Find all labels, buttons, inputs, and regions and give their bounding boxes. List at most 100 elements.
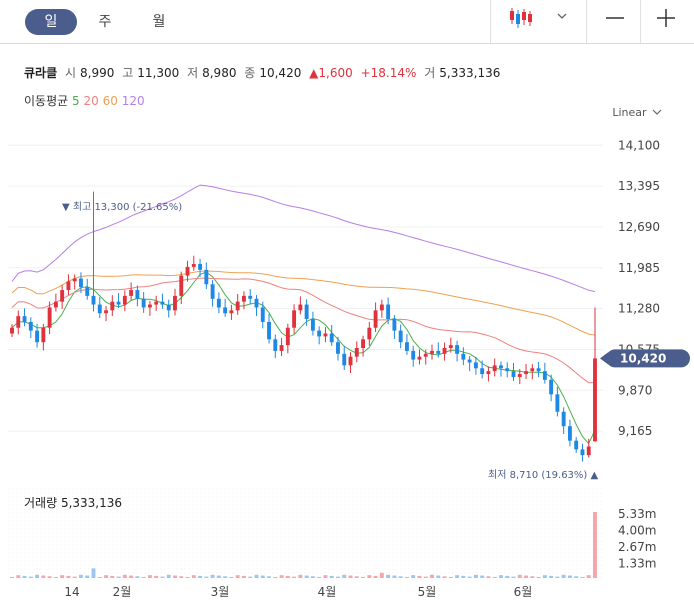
- y-tick-label: 9,870: [618, 383, 652, 397]
- candle-body: [455, 345, 460, 354]
- volume-bar: [147, 575, 152, 578]
- y-tick-label: 14,100: [618, 138, 660, 152]
- volume-bar: [210, 574, 215, 578]
- zoom-in-button[interactable]: [640, 0, 694, 43]
- candle-body: [580, 449, 585, 456]
- candle-body: [392, 319, 397, 331]
- ma20-line: [11, 277, 596, 384]
- candle-body: [310, 319, 315, 331]
- volume-tick-label: 5.33m: [618, 507, 656, 521]
- volume-bar: [423, 576, 428, 578]
- zoom-out-button[interactable]: [586, 0, 640, 43]
- candle-body: [480, 368, 485, 375]
- candle-body: [574, 440, 579, 450]
- volume-bar: [298, 574, 303, 578]
- volume-bar: [16, 575, 21, 578]
- candle-body: [242, 295, 246, 302]
- candle-body: [204, 269, 209, 285]
- candle-body: [398, 330, 403, 343]
- volume-bar: [398, 576, 403, 578]
- close-value: 10,420: [259, 66, 302, 80]
- volume-title: 거래량 5,333,136: [24, 494, 122, 511]
- candle-body: [499, 365, 503, 369]
- volume-bar: [185, 577, 190, 578]
- volume-bar: [260, 575, 265, 578]
- candle-body: [110, 301, 115, 311]
- candle-body: [72, 278, 77, 282]
- volume-bar: [304, 575, 309, 578]
- candle-body: [511, 371, 516, 377]
- candle-body: [536, 368, 541, 372]
- volume-bar: [41, 575, 46, 578]
- volume-bar: [141, 577, 146, 578]
- volume-bar: [248, 576, 253, 578]
- volume-bar: [60, 575, 65, 578]
- candle-body: [379, 304, 384, 311]
- y-tick-label: 12,690: [618, 220, 660, 234]
- candle-body: [267, 321, 271, 340]
- candle-body: [116, 301, 121, 305]
- candle-body: [492, 365, 497, 372]
- change-value: ▲1,600: [309, 66, 353, 80]
- stock-name: 큐라클: [24, 66, 58, 80]
- volume-bar: [223, 576, 228, 578]
- candle-body: [555, 394, 560, 412]
- volume-bar: [567, 575, 572, 578]
- open-label: 시: [64, 66, 76, 80]
- candle-body: [279, 345, 284, 351]
- volume-bar: [91, 568, 96, 578]
- y-tick-label: 10,575: [618, 342, 660, 356]
- volume-bar: [285, 575, 290, 578]
- volume-bar: [555, 576, 560, 578]
- volume-bar: [28, 576, 33, 578]
- volume-bar: [436, 575, 441, 578]
- volume-bar: [323, 575, 328, 578]
- volume-bar: [442, 576, 447, 578]
- volume-bar: [549, 575, 554, 578]
- y-tick-label: 9,165: [618, 424, 652, 438]
- chart-type-selector[interactable]: [490, 0, 586, 43]
- volume-bar: [242, 575, 246, 578]
- volume-bar: [279, 575, 284, 578]
- candle-body: [348, 356, 353, 366]
- volume-bar: [593, 512, 597, 578]
- candle-body: [373, 310, 378, 328]
- chevron-down-icon: [652, 109, 662, 115]
- candle-body: [304, 304, 309, 320]
- volume-bar: [216, 575, 221, 578]
- volume-bar: [110, 575, 115, 578]
- volume-bar: [530, 576, 535, 578]
- volume-tick-label: 1.33m: [618, 557, 656, 571]
- volume-bar: [22, 575, 27, 578]
- ma120-line: [11, 184, 596, 293]
- volume-bar: [47, 576, 52, 578]
- candle-body: [79, 278, 83, 288]
- candle-body: [191, 264, 196, 267]
- candle-body: [298, 304, 303, 311]
- volume-label: 거: [424, 66, 436, 80]
- volume-bar: [254, 574, 259, 578]
- last-price-badge: [606, 349, 690, 368]
- scale-mode-toggle[interactable]: Linear: [612, 106, 662, 119]
- volume-bar: [135, 576, 140, 578]
- candle-body: [586, 446, 591, 456]
- tab-week[interactable]: 주: [98, 14, 112, 30]
- high-label: 고: [122, 66, 134, 80]
- tab-month[interactable]: 월: [152, 14, 166, 30]
- candle-body: [173, 295, 177, 311]
- x-tick-label: 2월: [113, 585, 132, 599]
- candle-body: [505, 368, 510, 372]
- candle-body: [97, 304, 102, 314]
- volume-bar: [336, 576, 340, 578]
- candle-body: [561, 411, 566, 427]
- candle-body: [223, 307, 228, 314]
- volume-bar: [361, 577, 365, 578]
- scale-mode-label: Linear: [612, 106, 647, 119]
- candle-body: [317, 330, 322, 337]
- volume-tick-label: 4.00m: [618, 524, 656, 538]
- volume-bar: [198, 575, 203, 578]
- volume-bar: [574, 576, 579, 578]
- candle-body: [91, 295, 96, 305]
- volume-bar: [480, 575, 485, 578]
- tab-day[interactable]: 일: [25, 9, 77, 35]
